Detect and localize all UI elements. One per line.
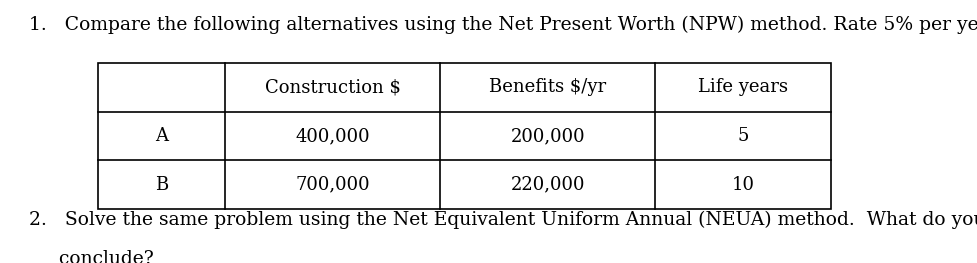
Text: 220,000: 220,000: [510, 176, 584, 194]
Text: 1.   Compare the following alternatives using the Net Present Worth (NPW) method: 1. Compare the following alternatives us…: [29, 16, 977, 34]
Text: Benefits $/yr: Benefits $/yr: [488, 78, 606, 97]
Bar: [98, 63, 830, 209]
Text: conclude?: conclude?: [29, 250, 154, 263]
Text: Life years: Life years: [698, 78, 787, 97]
Text: A: A: [154, 127, 168, 145]
Text: 2.   Solve the same problem using the Net Equivalent Uniform Annual (NEUA) metho: 2. Solve the same problem using the Net …: [29, 210, 977, 229]
Text: 400,000: 400,000: [295, 127, 369, 145]
Text: Construction $: Construction $: [265, 78, 400, 97]
Text: B: B: [154, 176, 168, 194]
Text: 10: 10: [731, 176, 754, 194]
Text: 5: 5: [737, 127, 748, 145]
Text: 200,000: 200,000: [510, 127, 584, 145]
Text: 700,000: 700,000: [295, 176, 369, 194]
